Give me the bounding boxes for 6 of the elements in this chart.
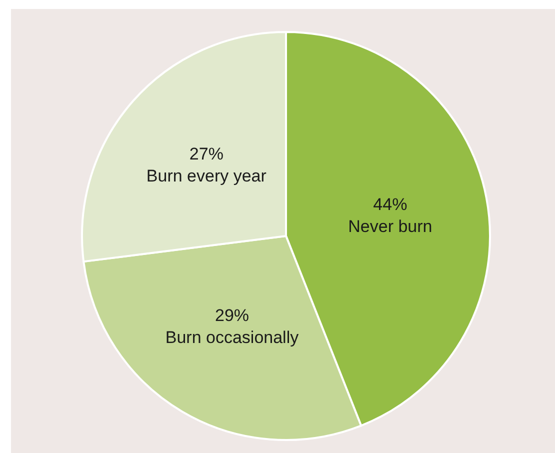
slice-label: Never burn [348,216,432,236]
data-label: 44% [373,194,408,214]
data-label: 29% [214,306,250,325]
slice-label: Burn occasionally [165,328,300,347]
data-label: 27% [189,144,224,164]
slice-label: Burn every year [146,166,267,186]
